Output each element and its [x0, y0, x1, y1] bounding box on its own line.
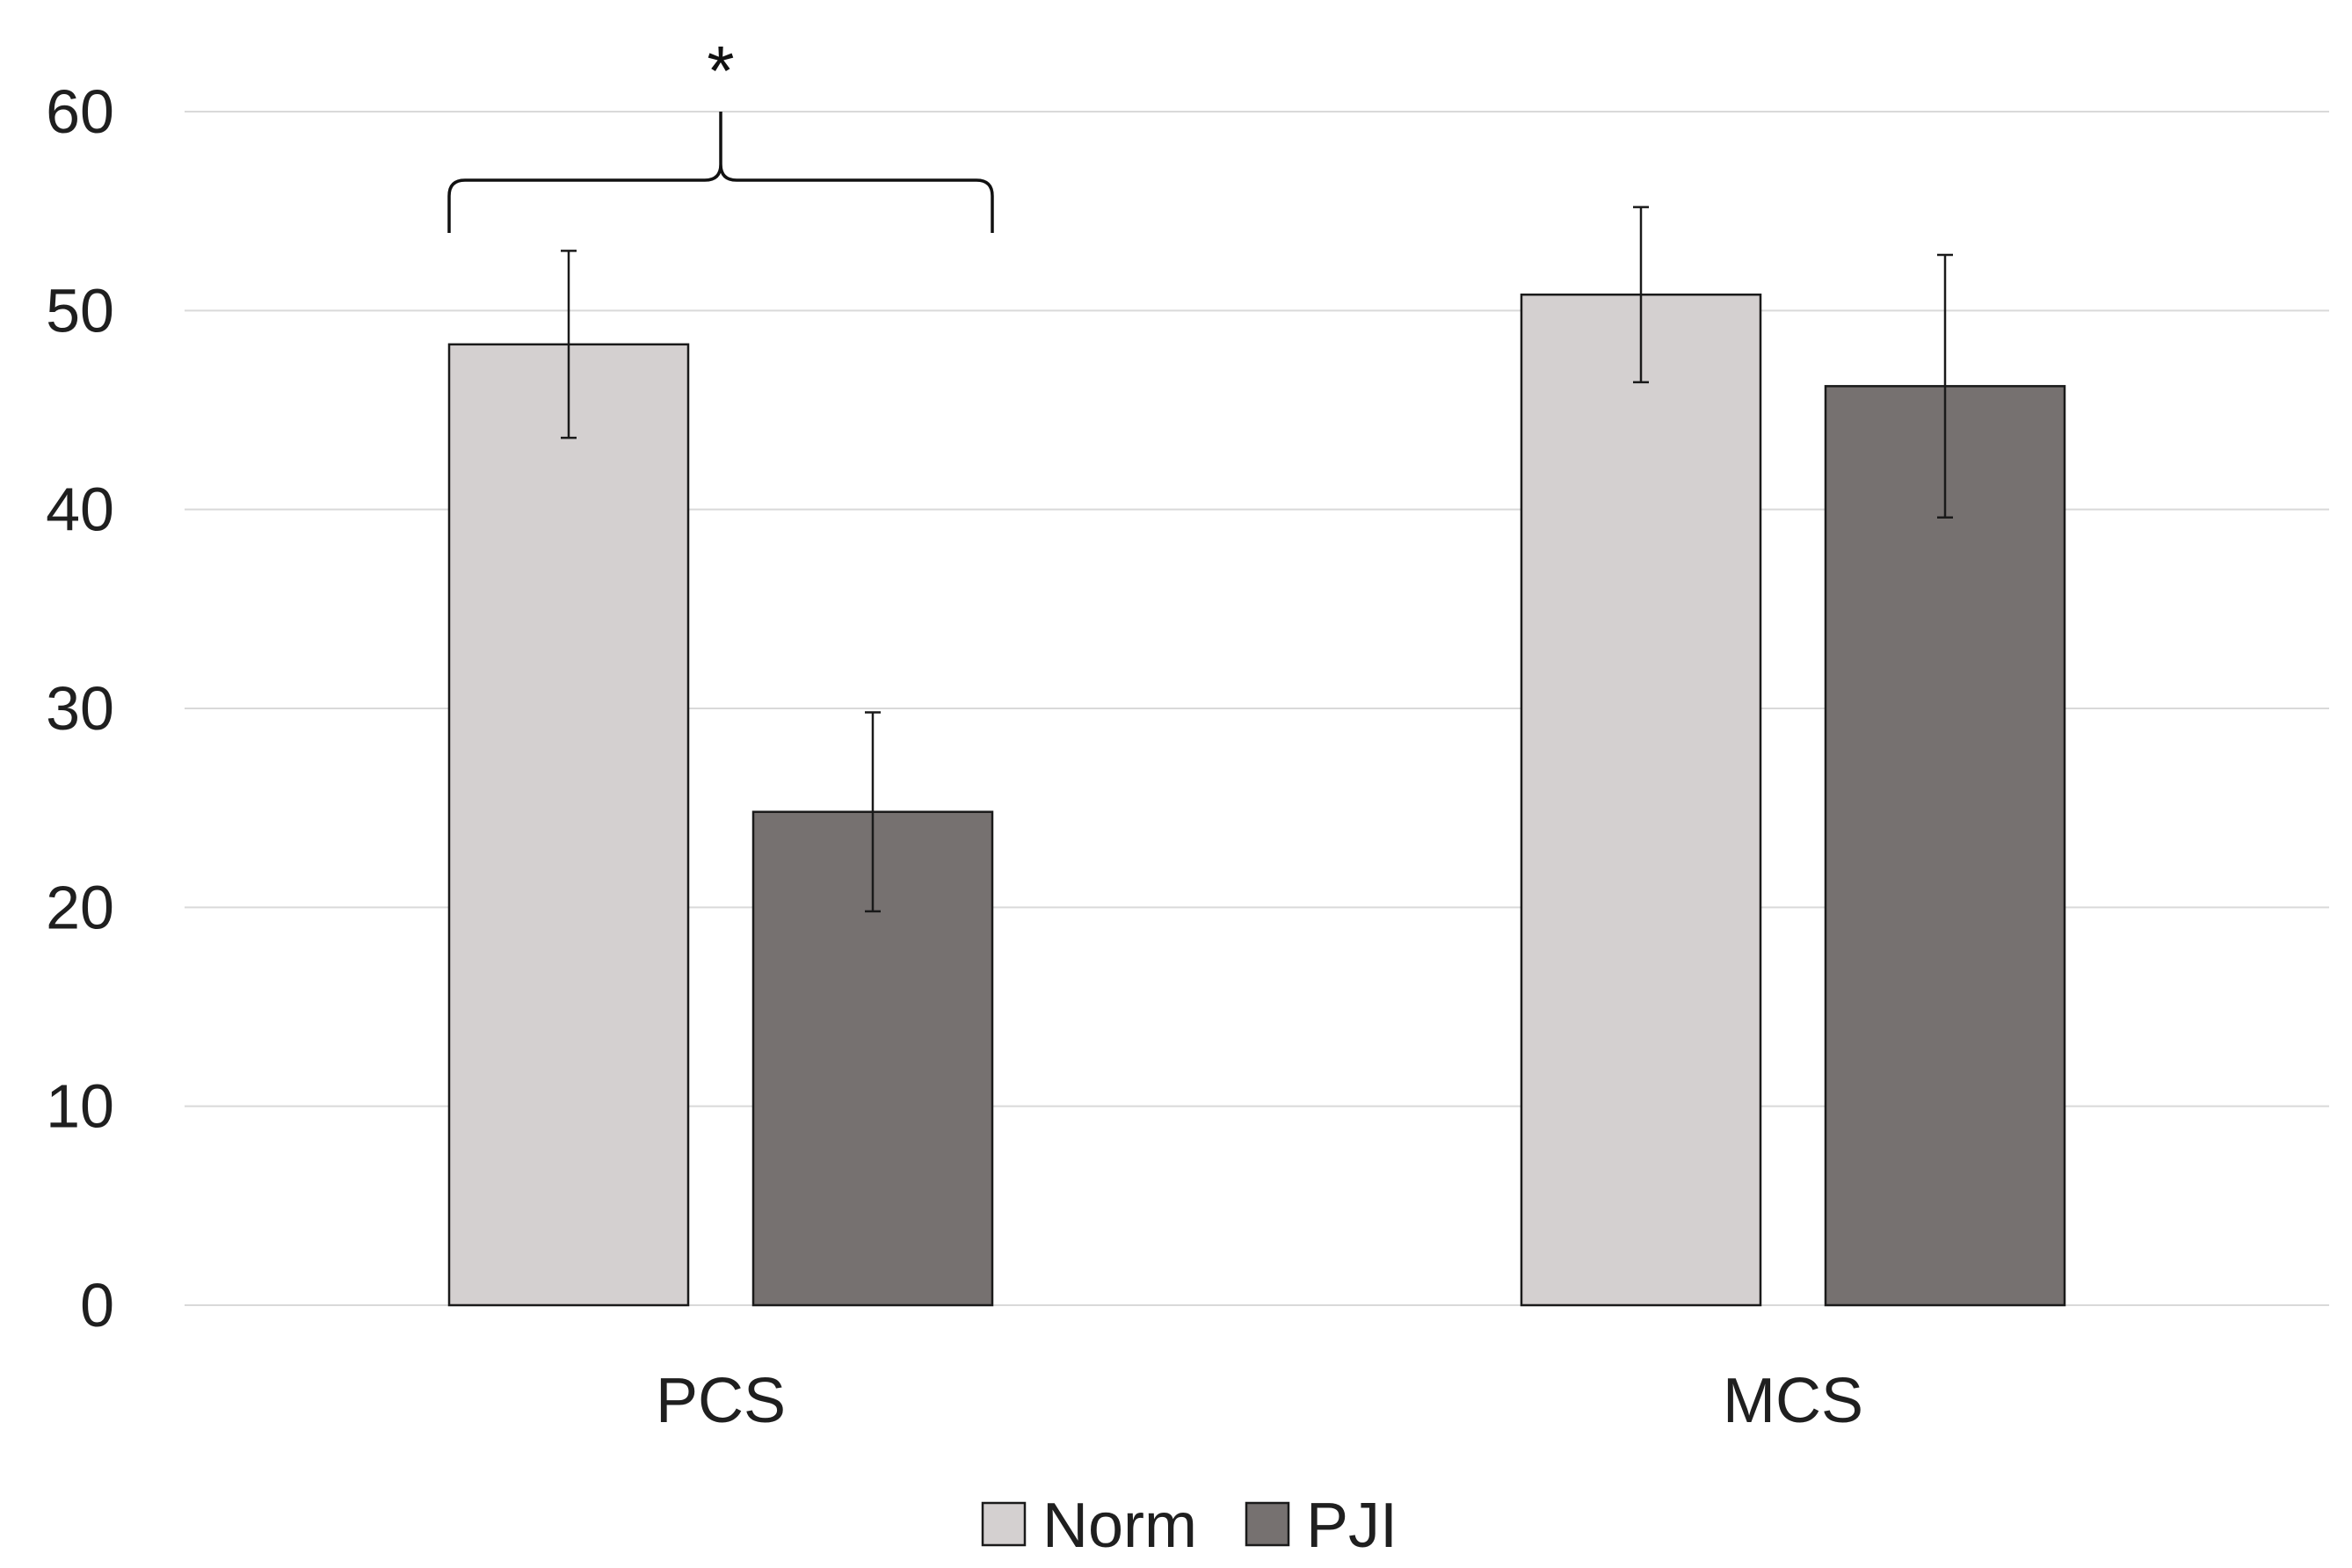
bar — [1520, 293, 1762, 1307]
legend-swatch — [981, 1501, 1027, 1547]
significance-star: * — [707, 32, 734, 110]
y-tick-label: 20 — [46, 873, 114, 941]
y-tick-label: 30 — [46, 674, 114, 743]
legend-label: Norm — [1042, 1491, 1197, 1561]
x-category-label: PCS — [656, 1366, 786, 1436]
y-tick-label: 60 — [46, 77, 114, 146]
significance-bracket — [447, 112, 994, 233]
x-category-label: MCS — [1723, 1366, 1863, 1436]
bar — [1824, 385, 2066, 1307]
y-tick-label: 10 — [46, 1072, 114, 1141]
y-tick-label: 0 — [80, 1271, 114, 1339]
y-tick-label: 40 — [46, 475, 114, 544]
y-tick-label: 50 — [46, 276, 114, 345]
bars — [447, 293, 2066, 1307]
bar — [447, 343, 690, 1307]
significance-annotation: * — [447, 32, 994, 233]
y-axis-tick-labels: 0 10 20 30 40 50 60 — [46, 77, 114, 1339]
legend: Norm PJI — [981, 1491, 1397, 1561]
legend-label: PJI — [1306, 1491, 1397, 1561]
error-bars — [561, 206, 1953, 913]
x-axis-category-labels: PCS MCS — [656, 1366, 1863, 1436]
legend-swatch — [1245, 1501, 1290, 1547]
